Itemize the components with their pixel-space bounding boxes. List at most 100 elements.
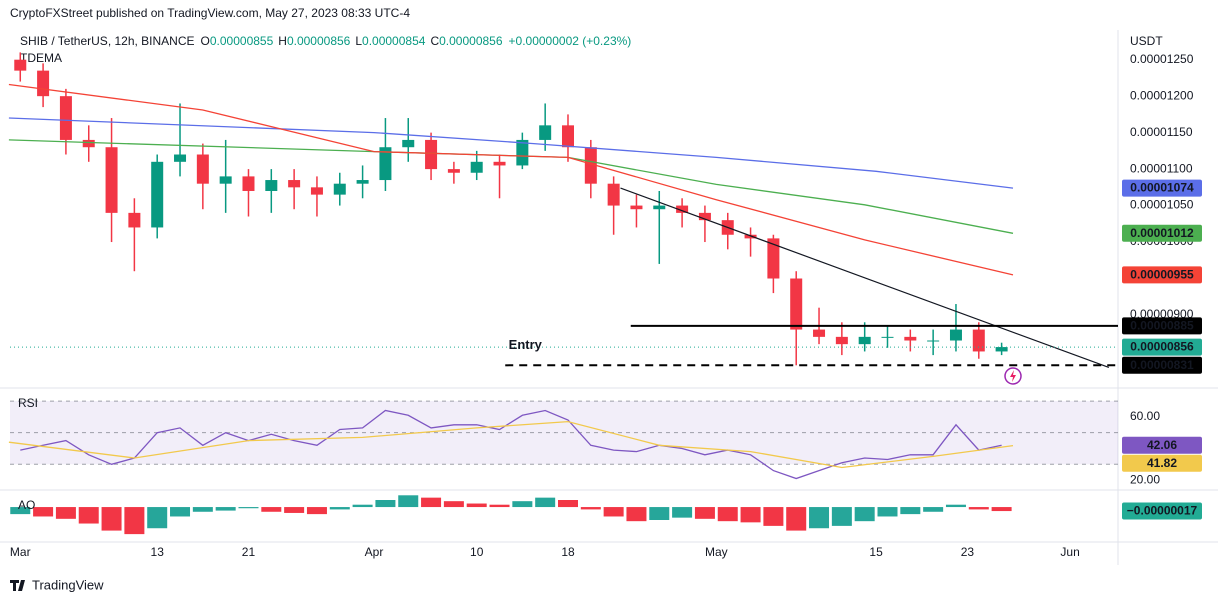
x-tick-label: 23 [961,545,975,559]
price-tag-label: 0.00000955 [1130,268,1194,282]
ao-bar [580,507,601,510]
ohlc-key: O [201,34,210,48]
ao-bar [877,507,898,517]
candle-body [265,180,278,191]
candle-body [82,139,95,148]
candle-body [790,278,803,330]
ao-bar [170,507,191,517]
symbol-title: SHIB / TetherUS, 12h, BINANCE [20,34,195,48]
ao-bar [101,507,122,531]
candle-body [927,340,940,342]
candle-body [858,336,871,345]
candle-body [881,336,894,338]
x-tick-label: Mar [10,545,31,559]
ao-bar [421,497,442,508]
indicator-line [20,409,1002,480]
ao-bar [740,507,761,523]
ohlc-key: L [355,34,362,48]
candle-body [310,187,323,195]
price-tag [1122,266,1202,284]
candle-body [607,183,620,206]
ohlc-value: 0.00000856 [439,34,503,48]
candle-body [835,336,848,345]
candle-body [242,176,255,191]
ao-bar [306,507,327,515]
ao-bar [352,504,373,508]
ao-bar [78,507,99,524]
ao-bar [649,507,670,520]
symbol-legend: SHIB / TetherUS, 12h, BINANCE O0.00000855… [20,34,631,48]
candle-body [425,139,438,170]
candle-body [447,169,460,173]
ao-bar [968,507,989,510]
ao-bar [398,495,419,508]
candle-body [14,59,27,71]
pane-title: AO [18,498,35,512]
candle-body [653,205,666,210]
ohlc-value: 0.00000854 [362,34,426,48]
candle-body [516,139,529,166]
candle-body [584,147,597,184]
ao-bar [124,507,145,535]
ao-bar [763,507,784,526]
candle-body [949,329,962,341]
y-tick-label: 60.00 [1130,409,1160,423]
indicator-line [8,420,1014,469]
x-tick-label: 13 [151,545,165,559]
candle-body [196,154,209,184]
ao-bar [626,507,647,522]
candle-body [493,161,506,166]
trend-line [620,187,1110,369]
price-tag [1122,338,1202,356]
ohlc-value: 0.00000856 [287,34,351,48]
price-tag [1122,502,1202,520]
ao-bar [261,507,282,512]
price-tag-label: 0.00001074 [1130,181,1194,195]
ao-bar [512,501,533,508]
price-tag-label: 42.06 [1147,438,1177,452]
price-tag-label: −0.00000017 [1127,504,1198,518]
ao-bar [900,507,921,515]
y-tick-label: 0.00001050 [1130,198,1194,212]
price-tag [1122,454,1202,472]
candle-body [972,329,985,352]
candle-body [995,347,1008,352]
candle-body [539,125,552,140]
y-tick-label: 0.00001150 [1130,125,1193,139]
price-tag-label: 0.00000885 [1130,319,1194,333]
ao-bar [147,507,168,529]
ao-bar [33,507,54,517]
footer-brand: TradingView [32,577,104,592]
candle-body [174,154,187,162]
candle-body [288,180,301,188]
candle-body [333,183,346,195]
ao-bar [854,507,875,522]
ao-bar [831,507,852,526]
candle-body [105,147,118,213]
annotation: Entry [509,337,543,352]
ao-bar [923,507,944,512]
candle-body [219,176,232,184]
ao-bar [284,507,305,513]
indicator-line [8,139,1014,234]
x-tick-label: Apr [365,545,384,559]
ao-bar [466,503,487,508]
axis-unit: USDT [1130,34,1163,48]
candle-body [59,96,72,140]
indicator-label: TDEMA [20,51,62,65]
ao-bar [329,507,350,510]
ao-bar [557,500,578,508]
y-tick-label: 20.00 [1130,472,1160,486]
x-tick-label: 21 [242,545,256,559]
y-tick-label: 0.00001100 [1130,161,1193,175]
x-tick-label: 18 [561,545,575,559]
candle-body [356,180,369,184]
ao-bar [55,507,76,519]
pane [8,52,1118,369]
x-tick-label: Jun [1060,545,1079,559]
price-tag-label: 41.82 [1147,456,1177,470]
candle-body [128,212,141,228]
ao-bar [991,507,1012,512]
pane-title: RSI [18,396,38,410]
